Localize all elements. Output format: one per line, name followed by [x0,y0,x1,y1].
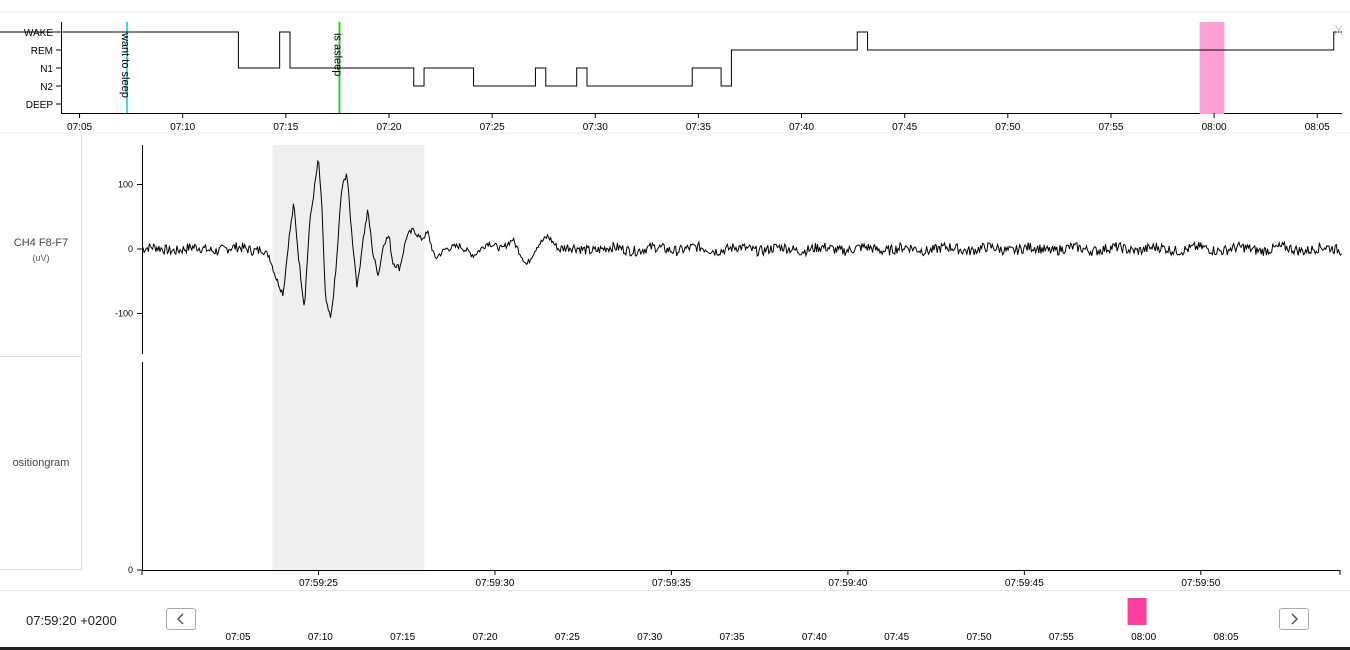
amplitude-tick-label: -100 [115,309,133,319]
channel-name: CH4 F8-F7 [13,237,69,249]
amplitude-tick-label: 100 [118,180,133,190]
chevron-left-icon [176,613,184,625]
overview-tick-label: 07:45 [884,632,909,643]
overview-tick-label: 07:40 [802,632,827,643]
time-tick-label: 07:30 [583,122,608,133]
time-tick-label: 07:05 [67,122,92,133]
time-tick-label: 07:10 [170,122,195,133]
overview-tick-label: 07:25 [555,632,580,643]
overview-timeline[interactable]: 07:05 07:10 07:15 07:20 07:25 07:30 07:35 07:40… [0,591,1350,647]
time-tick-label: 07:59:50 [1181,578,1220,589]
chevron-right-icon [1291,613,1299,625]
overview-tick-label: 07:10 [308,632,333,643]
channel-label-ch4: CH4 F8-F7 (uV) [0,237,82,263]
hypnogram-current-window[interactable] [1199,22,1225,114]
time-tick-label: 07:45 [892,122,917,133]
time-tick-label: 07:59:25 [299,578,338,589]
time-tick-label: 07:59:30 [475,578,514,589]
overview-position-marker[interactable] [1127,598,1147,625]
time-tick-label: 07:40 [789,122,814,133]
stage-label: WAKE [24,28,53,39]
position-tick-label: 0 [128,565,133,575]
time-tick-label: 07:55 [1098,122,1123,133]
current-time-readout: 07:59:20 +0200 [26,613,117,628]
event-marker-label: want to sleep [119,32,131,98]
amplitude-tick-label: 0 [128,244,133,254]
channel-unit: (uV) [32,253,50,263]
overview-tick-label: 07:55 [1049,632,1074,643]
time-tick-label: 08:00 [1202,122,1227,133]
stage-label: DEEP [26,100,54,111]
overview-tick-label: 08:05 [1213,632,1238,643]
time-tick-label: 07:20 [376,122,401,133]
time-tick-label: 07:50 [995,122,1020,133]
event-marker-label: is asleep [331,33,343,76]
selection-highlight[interactable] [272,145,425,570]
stage-label: REM [31,46,53,57]
time-tick-label: 07:59:40 [828,578,867,589]
overview-tick-label: 07:15 [390,632,415,643]
time-tick-label: 07:25 [480,122,505,133]
channel-label-positiongram: ositiongram [0,457,82,469]
stage-label: N2 [40,82,53,93]
time-tick-label: 07:59:45 [1005,578,1044,589]
time-tick-label: 07:35 [686,122,711,133]
stage-label: N1 [40,64,53,75]
time-tick-label: 08:05 [1305,122,1330,133]
channel-name: ositiongram [12,457,70,469]
signal-panel[interactable]: 100 0 -100 0 07:59:25 07:59:30 07:59:35 07:59… [0,134,1350,590]
overview-tick-label: 07:35 [719,632,744,643]
overview-tick-label: 07:30 [637,632,662,643]
overview-tick-label: 07:20 [472,632,497,643]
overview-tick-label: 07:05 [225,632,250,643]
eeg-signal-line [141,159,1342,318]
time-tick-label: 07:59:35 [652,578,691,589]
next-page-button[interactable] [1279,608,1309,630]
time-tick-label: 07:15 [273,122,298,133]
close-icon[interactable]: X [1334,22,1344,38]
overview-tick-label: 08:00 [1131,632,1156,643]
overview-tick-label: 07:50 [966,632,991,643]
hypnogram-stage-line [0,31,1342,87]
hypnogram-chart[interactable]: want to sleep is asleep WAKE REM N1 N2 DEEP 0… [0,0,1350,134]
bottom-navigation-bar: 07:59:20 +0200 07:05 07:10 07:15 07:20 07:25… [0,590,1350,650]
previous-page-button[interactable] [166,608,196,630]
